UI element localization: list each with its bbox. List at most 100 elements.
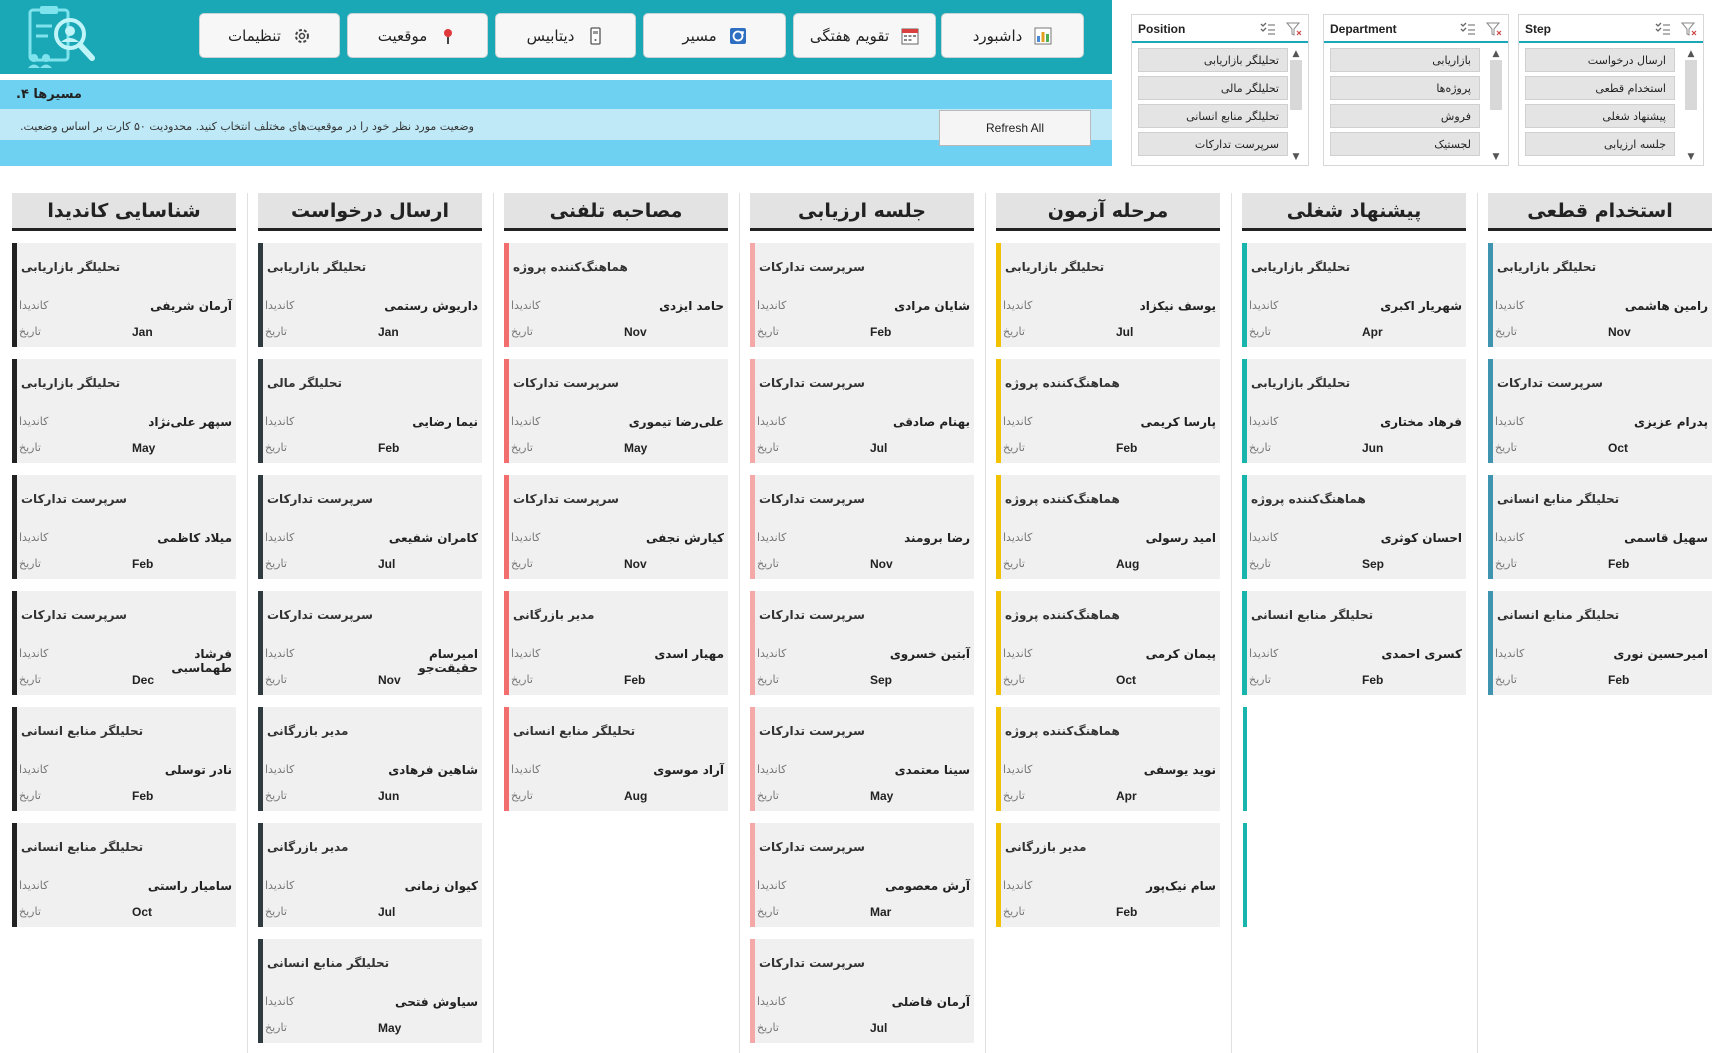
scroll-thumb[interactable] bbox=[1685, 60, 1697, 110]
candidate-card[interactable]: سرپرست تدارکات کاندیدا سینا معتمدی تاریخ May bbox=[750, 707, 974, 811]
slicer-item[interactable]: تحلیلگر منابع انسانی bbox=[1138, 104, 1288, 128]
card-date-value: Jun bbox=[378, 789, 400, 803]
scroll-thumb[interactable] bbox=[1490, 60, 1502, 110]
candidate-card[interactable]: تحلیلگر بازاریابی کاندیدا یوسف نیکزاد تاریخ… bbox=[996, 243, 1220, 347]
scroll-up-icon[interactable]: ▲ bbox=[1492, 49, 1500, 59]
candidate-card[interactable]: هماهنگ‌کننده پروژه کاندیدا پیمان کرمی تاریخ… bbox=[996, 591, 1220, 695]
candidate-card[interactable]: سرپرست تدارکات کاندیدا بهنام صادقی تاریخ Jul bbox=[750, 359, 974, 463]
card-status-bar bbox=[12, 707, 17, 811]
card-position: سرپرست تدارکات bbox=[513, 492, 619, 506]
card-status-bar bbox=[1488, 243, 1493, 347]
nav-dashboard-button[interactable]: داشبورد bbox=[941, 13, 1084, 58]
nav-position-button[interactable]: موقعیت bbox=[347, 13, 488, 58]
candidate-card[interactable]: تحلیلگر بازاریابی کاندیدا آرمان شریفی تاریخ… bbox=[12, 243, 236, 347]
slicer-item[interactable]: ارسال درخواست bbox=[1525, 48, 1675, 72]
refresh-all-button[interactable]: Refresh All bbox=[939, 110, 1091, 146]
card-status-bar bbox=[996, 823, 1001, 927]
slicer-item[interactable]: تحلیلگر بازاریابی bbox=[1138, 48, 1288, 72]
candidate-card[interactable]: سرپرست تدارکات کاندیدا فرشاد طهماسبی تاریخ D… bbox=[12, 591, 236, 695]
candidate-card[interactable]: سرپرست تدارکات کاندیدا امیرسام حقیقت‌جو تار… bbox=[258, 591, 482, 695]
candidate-card[interactable]: سرپرست تدارکات کاندیدا رضا برومند تاریخ Nov bbox=[750, 475, 974, 579]
candidate-card[interactable]: سرپرست تدارکات کاندیدا آرمان فاضلی تاریخ Jul bbox=[750, 939, 974, 1043]
card-candidate-label: کاندیدا bbox=[757, 995, 787, 1008]
scroll-thumb[interactable] bbox=[1290, 60, 1302, 110]
slicer-item[interactable]: فروش bbox=[1330, 104, 1480, 128]
candidate-card[interactable]: تحلیلگر منابع انسانی کاندیدا سیاوش فتحی تار… bbox=[258, 939, 482, 1043]
card-candidate-label: کاندیدا bbox=[757, 299, 787, 312]
card-date-label: تاریخ bbox=[19, 789, 41, 802]
card-date-value: Aug bbox=[1116, 557, 1140, 571]
candidate-card[interactable]: سرپرست تدارکات کاندیدا شایان مرادی تاریخ Feb bbox=[750, 243, 974, 347]
multi-select-icon[interactable] bbox=[1655, 21, 1671, 37]
slicer-item[interactable]: لجستیک bbox=[1330, 132, 1480, 156]
column-separator bbox=[1231, 193, 1232, 1053]
column-separator bbox=[493, 193, 494, 1053]
clear-filter-icon[interactable] bbox=[1680, 21, 1697, 37]
candidate-card[interactable]: هماهنگ‌کننده پروژه کاندیدا احسان کوثری تاری… bbox=[1242, 475, 1466, 579]
card-candidate-label: کاندیدا bbox=[19, 647, 49, 660]
candidate-card[interactable]: تحلیلگر بازاریابی کاندیدا داریوش رستمی تاری… bbox=[258, 243, 482, 347]
card-status-bar bbox=[258, 359, 263, 463]
clear-filter-icon[interactable] bbox=[1485, 21, 1502, 37]
slicer-item[interactable]: پیشنهاد شغلی bbox=[1525, 104, 1675, 128]
card-position: مدیر بازرگانی bbox=[267, 724, 349, 738]
card-candidate-label: کاندیدا bbox=[19, 299, 49, 312]
candidate-card[interactable]: سرپرست تدارکات کاندیدا علی‌رضا تیموری تاریخ… bbox=[504, 359, 728, 463]
candidate-card[interactable]: تحلیلگر منابع انسانی کاندیدا کسری احمدی تار… bbox=[1242, 591, 1466, 695]
card-status-bar bbox=[504, 243, 509, 347]
slicer-item[interactable]: پروژه‌ها bbox=[1330, 76, 1480, 100]
candidate-card[interactable]: مدیر بازرگانی کاندیدا مهیار اسدی تاریخ Feb bbox=[504, 591, 728, 695]
multi-select-icon[interactable] bbox=[1460, 21, 1476, 37]
card-date-label: تاریخ bbox=[1249, 325, 1271, 338]
nav-database-button[interactable]: دیتابیس bbox=[495, 13, 636, 58]
slicer-item[interactable]: تحلیلگر مالی bbox=[1138, 76, 1288, 100]
candidate-card[interactable]: تحلیلگر بازاریابی کاندیدا فرهاد مختاری تاری… bbox=[1242, 359, 1466, 463]
candidate-card[interactable]: مدیر بازرگانی کاندیدا سام نیک‌پور تاریخ Feb bbox=[996, 823, 1220, 927]
candidate-card[interactable]: سرپرست تدارکات کاندیدا آبتین خسروی تاریخ Sep bbox=[750, 591, 974, 695]
candidate-card[interactable]: سرپرست تدارکات کاندیدا کیارش نجفی تاریخ Nov bbox=[504, 475, 728, 579]
nav-settings-button[interactable]: تنظیمات bbox=[199, 13, 340, 58]
slicer-header: Step bbox=[1519, 15, 1703, 43]
candidate-card[interactable]: تحلیلگر بازاریابی کاندیدا سپهر علی‌نژاد تار… bbox=[12, 359, 236, 463]
slicer-item[interactable]: بازاریابی bbox=[1330, 48, 1480, 72]
candidate-card[interactable]: سرپرست تدارکات کاندیدا میلاد کاظمی تاریخ Feb bbox=[12, 475, 236, 579]
clear-filter-icon[interactable] bbox=[1285, 21, 1302, 37]
card-date-value: Feb bbox=[1116, 441, 1138, 455]
card-date-label: تاریخ bbox=[1495, 673, 1517, 686]
candidate-card[interactable]: هماهنگ‌کننده پروژه کاندیدا امید رسولی تاریخ… bbox=[996, 475, 1220, 579]
slicer-item[interactable]: استخدام قطعی bbox=[1525, 76, 1675, 100]
scroll-down-icon[interactable]: ▼ bbox=[1492, 152, 1500, 162]
scroll-down-icon[interactable]: ▼ bbox=[1292, 152, 1300, 162]
candidate-card[interactable]: تحلیلگر منابع انسانی کاندیدا سامیار راستی ت… bbox=[12, 823, 236, 927]
card-position: تحلیلگر مالی bbox=[267, 376, 343, 390]
multi-select-icon[interactable] bbox=[1260, 21, 1276, 37]
candidate-card[interactable]: هماهنگ‌کننده پروژه کاندیدا نوید یوسفی تاریخ… bbox=[996, 707, 1220, 811]
nav-route-button[interactable]: مسیر bbox=[643, 13, 786, 58]
nav-weekly-calendar-button[interactable]: تقویم هفتگی bbox=[793, 13, 936, 58]
candidate-card[interactable]: تحلیلگر بازاریابی کاندیدا شهریار اکبری تاری… bbox=[1242, 243, 1466, 347]
slicer-item[interactable]: جلسه ارزیابی bbox=[1525, 132, 1675, 156]
candidate-card[interactable]: سرپرست تدارکات کاندیدا کامران شفیعی تاریخ Ju… bbox=[258, 475, 482, 579]
candidate-card[interactable]: هماهنگ‌کننده پروژه کاندیدا پارسا کریمی تاری… bbox=[996, 359, 1220, 463]
candidate-card[interactable]: تحلیلگر منابع انسانی کاندیدا آراد موسوی تار… bbox=[504, 707, 728, 811]
candidate-card[interactable]: تحلیلگر منابع انسانی کاندیدا نادر توسلی تار… bbox=[12, 707, 236, 811]
candidate-card[interactable]: تحلیلگر منابع انسانی کاندیدا امیرحسین نوری… bbox=[1488, 591, 1712, 695]
candidate-card[interactable]: سرپرست تدارکات کاندیدا آرش معصومی تاریخ Mar bbox=[750, 823, 974, 927]
candidate-card[interactable]: سرپرست تدارکات کاندیدا پدرام عزیزی تاریخ Oct bbox=[1488, 359, 1712, 463]
candidate-card[interactable]: مدیر بازرگانی کاندیدا شاهین فرهادی تاریخ Jun bbox=[258, 707, 482, 811]
candidate-card[interactable]: مدیر بازرگانی کاندیدا کیوان زمانی تاریخ Jul bbox=[258, 823, 482, 927]
slicer-scrollbar[interactable]: ▲ ▼ bbox=[1488, 48, 1504, 163]
candidate-card[interactable]: تحلیلگر منابع انسانی کاندیدا سهیل قاسمی تار… bbox=[1488, 475, 1712, 579]
scroll-up-icon[interactable]: ▲ bbox=[1292, 49, 1300, 59]
slicer-scrollbar[interactable]: ▲ ▼ bbox=[1288, 48, 1304, 163]
card-date-value: Oct bbox=[132, 905, 153, 919]
slicer-scrollbar[interactable]: ▲ ▼ bbox=[1683, 48, 1699, 163]
card-candidate-label: کاندیدا bbox=[1495, 415, 1525, 428]
scroll-down-icon[interactable]: ▼ bbox=[1687, 152, 1695, 162]
candidate-card[interactable]: تحلیلگر بازاریابی کاندیدا رامین هاشمی تاریخ… bbox=[1488, 243, 1712, 347]
scroll-up-icon[interactable]: ▲ bbox=[1687, 49, 1695, 59]
slicer-item[interactable]: سرپرست تدارکات bbox=[1138, 132, 1288, 156]
candidate-card[interactable]: تحلیلگر مالی کاندیدا نیما رضایی تاریخ Feb bbox=[258, 359, 482, 463]
card-position: سرپرست تدارکات bbox=[513, 376, 619, 390]
candidate-card[interactable]: هماهنگ‌کننده پروژه کاندیدا حامد ایزدی تاریخ… bbox=[504, 243, 728, 347]
